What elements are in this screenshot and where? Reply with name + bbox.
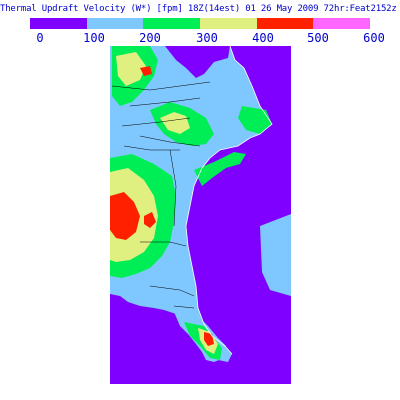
tick-label-400: 400	[252, 31, 274, 45]
tick-label-600: 600	[363, 31, 385, 45]
state-borders	[111, 81, 211, 309]
green-zone-northeast	[238, 106, 272, 134]
land-mass	[110, 46, 272, 362]
red-zone-plains-spot	[144, 212, 156, 228]
scale-segment-300-400	[200, 18, 257, 29]
scale-segment-500-600	[313, 18, 371, 29]
tick-label-0: 0	[36, 31, 44, 45]
yellow-zone-ridge	[160, 112, 190, 134]
map-title: Thermal Updraft Velocity (W*) [fpm] 18Z(…	[0, 4, 400, 14]
updraft-velocity-map	[110, 46, 291, 384]
green-zone-coastal	[194, 152, 246, 186]
coastline	[185, 46, 273, 355]
tick-label-500: 500	[307, 31, 329, 45]
red-zone-north	[140, 66, 152, 76]
red-zone-texas	[110, 192, 140, 240]
color-scale-ticks: 0 100 200 300 400 500 600	[0, 31, 400, 45]
color-scale-bar	[30, 18, 371, 29]
offshore-band	[260, 214, 291, 296]
yellow-zone-northwest	[116, 52, 146, 86]
gulf-region	[110, 294, 176, 384]
tick-label-300: 300	[196, 31, 218, 45]
tick-label-100: 100	[83, 31, 105, 45]
tick-label-200: 200	[139, 31, 161, 45]
scale-segment-0-100	[30, 18, 87, 29]
scale-segment-100-200	[86, 18, 144, 29]
scale-segment-400-500	[256, 18, 314, 29]
low-velocity-patch-north	[165, 46, 230, 78]
scale-segment-200-300	[143, 18, 201, 29]
